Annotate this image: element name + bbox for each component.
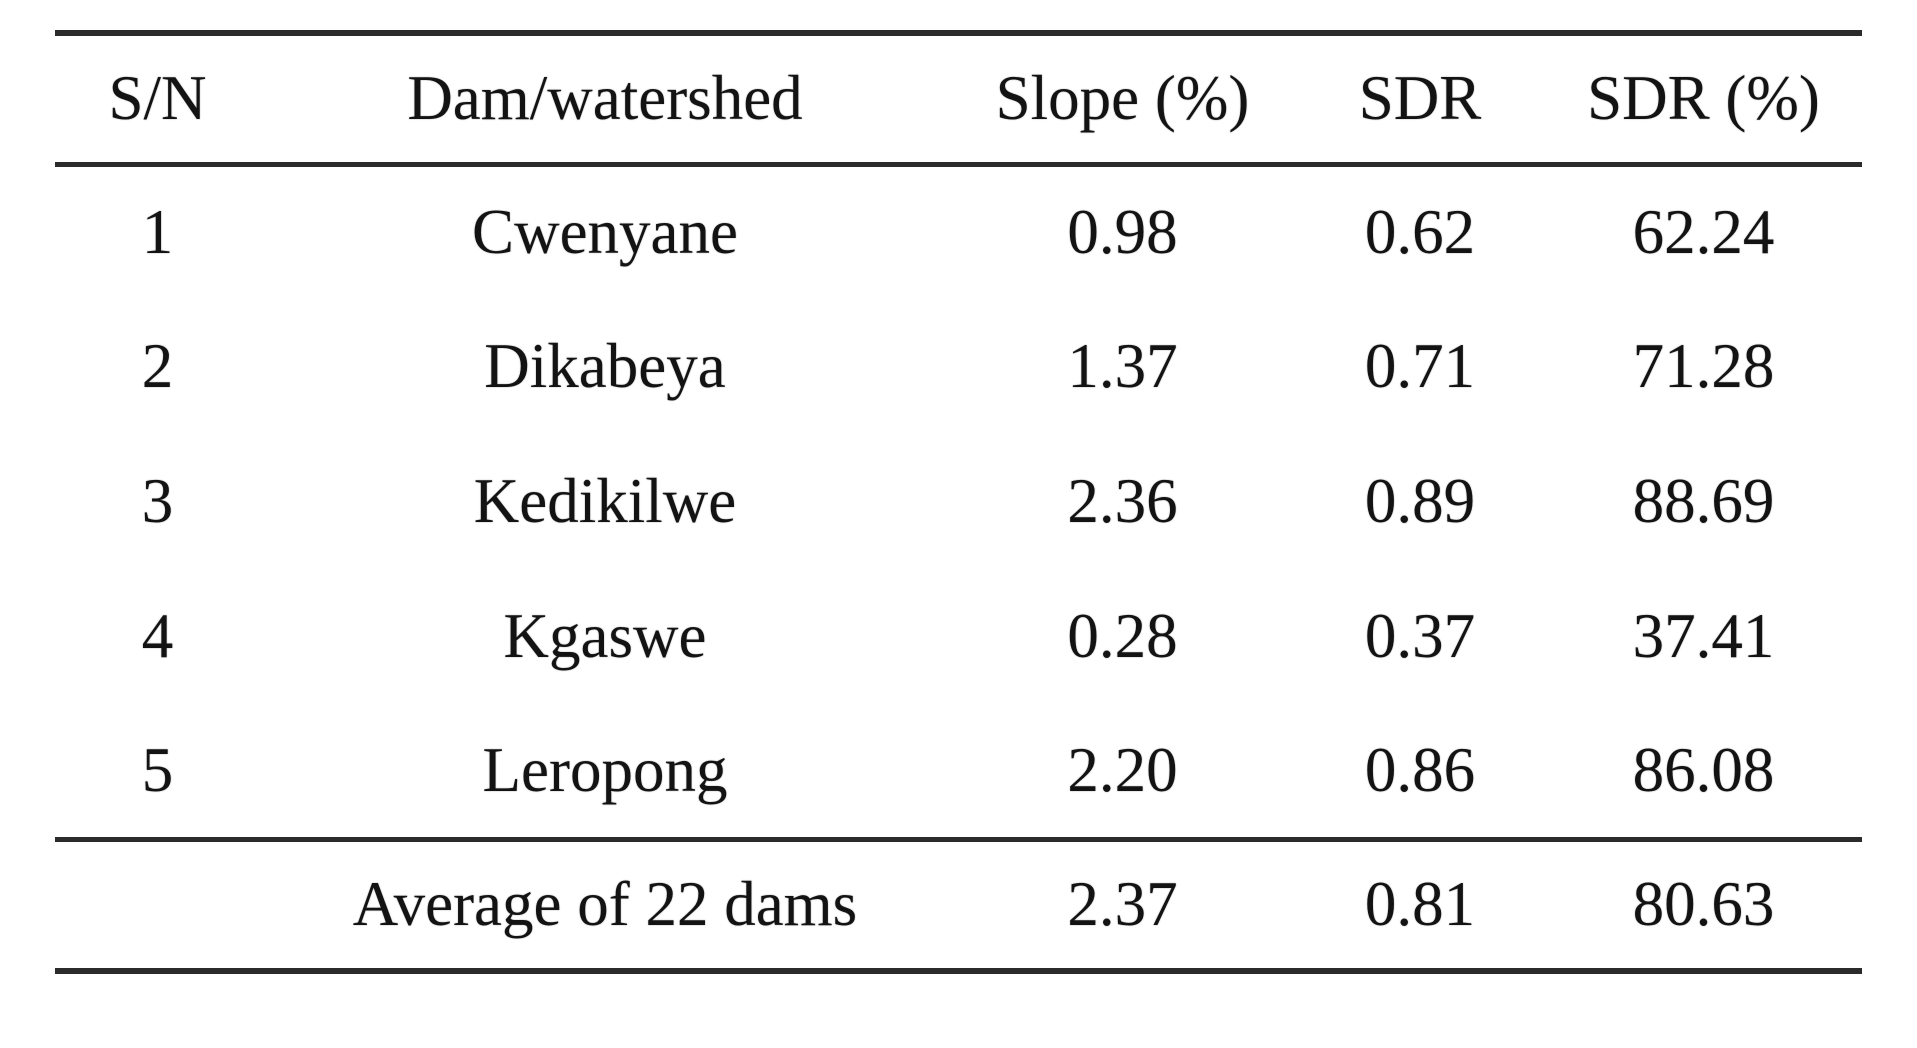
- table-header: S/N Dam/watershed Slope (%) SDR SDR (%): [55, 33, 1862, 164]
- cell-sdr: 0.71: [1364, 331, 1476, 401]
- summary-label: Average of 22 dams: [352, 869, 858, 940]
- cell-sn: 1: [141, 197, 174, 268]
- table-row: 5 Leropong 2.20 0.86 86.08: [55, 704, 1862, 839]
- cell-sdr-pct: 62.24: [1632, 197, 1775, 268]
- cell-sn: 5: [141, 734, 174, 805]
- cell-dam: Cwenyane: [472, 197, 738, 268]
- sdr-results-table: S/N Dam/watershed Slope (%) SDR SDR (%) …: [55, 30, 1862, 974]
- cell-dam: Kedikilwe: [473, 466, 737, 536]
- cell-slope: 2.20: [1067, 734, 1178, 805]
- col-header-dam: Dam/watershed: [407, 63, 803, 134]
- summary-slope: 2.37: [1067, 869, 1178, 940]
- cell-sdr-pct: 37.41: [1632, 601, 1775, 671]
- cell-sdr-pct: 88.69: [1632, 466, 1775, 536]
- cell-slope: 0.28: [1067, 601, 1178, 671]
- table-body: 1 Cwenyane 0.98 0.62 62.24 2 Dikabeya 1.…: [55, 164, 1862, 839]
- cell-sdr: 0.86: [1364, 734, 1476, 805]
- cell-dam: Dikabeya: [484, 331, 726, 401]
- cell-sdr: 0.37: [1364, 601, 1476, 671]
- cell-sn: 2: [141, 331, 174, 401]
- summary-sdr: 0.81: [1364, 869, 1476, 940]
- cell-sdr: 0.62: [1364, 197, 1476, 268]
- col-header-sn: S/N: [108, 63, 207, 134]
- table-footer: Average of 22 dams 2.37 0.81 80.63: [55, 839, 1862, 971]
- col-header-sdr: SDR: [1358, 63, 1482, 134]
- header-row: S/N Dam/watershed Slope (%) SDR SDR (%): [55, 33, 1862, 164]
- cell-dam: Kgaswe: [503, 601, 707, 671]
- table-row: 4 Kgaswe 0.28 0.37 37.41: [55, 569, 1862, 704]
- cell-sn: 3: [141, 466, 174, 536]
- summary-row: Average of 22 dams 2.37 0.81 80.63: [55, 839, 1862, 971]
- summary-sdr-pct: 80.63: [1632, 869, 1775, 940]
- cell-slope: 2.36: [1067, 466, 1178, 536]
- table-row: 1 Cwenyane 0.98 0.62 62.24: [55, 164, 1862, 299]
- col-header-sdr-pct: SDR (%): [1587, 63, 1820, 134]
- table-row: 2 Dikabeya 1.37 0.71 71.28: [55, 299, 1862, 434]
- cell-sdr: 0.89: [1364, 466, 1476, 536]
- cell-slope: 0.98: [1067, 197, 1178, 268]
- cell-sdr-pct: 86.08: [1632, 734, 1775, 805]
- table-row: 3 Kedikilwe 2.36 0.89 88.69: [55, 434, 1862, 569]
- cell-dam: Leropong: [482, 734, 728, 805]
- cell-slope: 1.37: [1067, 331, 1178, 401]
- summary-sn: [55, 839, 260, 971]
- cell-sdr-pct: 71.28: [1632, 331, 1775, 401]
- cell-sn: 4: [141, 601, 174, 671]
- col-header-slope: Slope (%): [995, 63, 1250, 134]
